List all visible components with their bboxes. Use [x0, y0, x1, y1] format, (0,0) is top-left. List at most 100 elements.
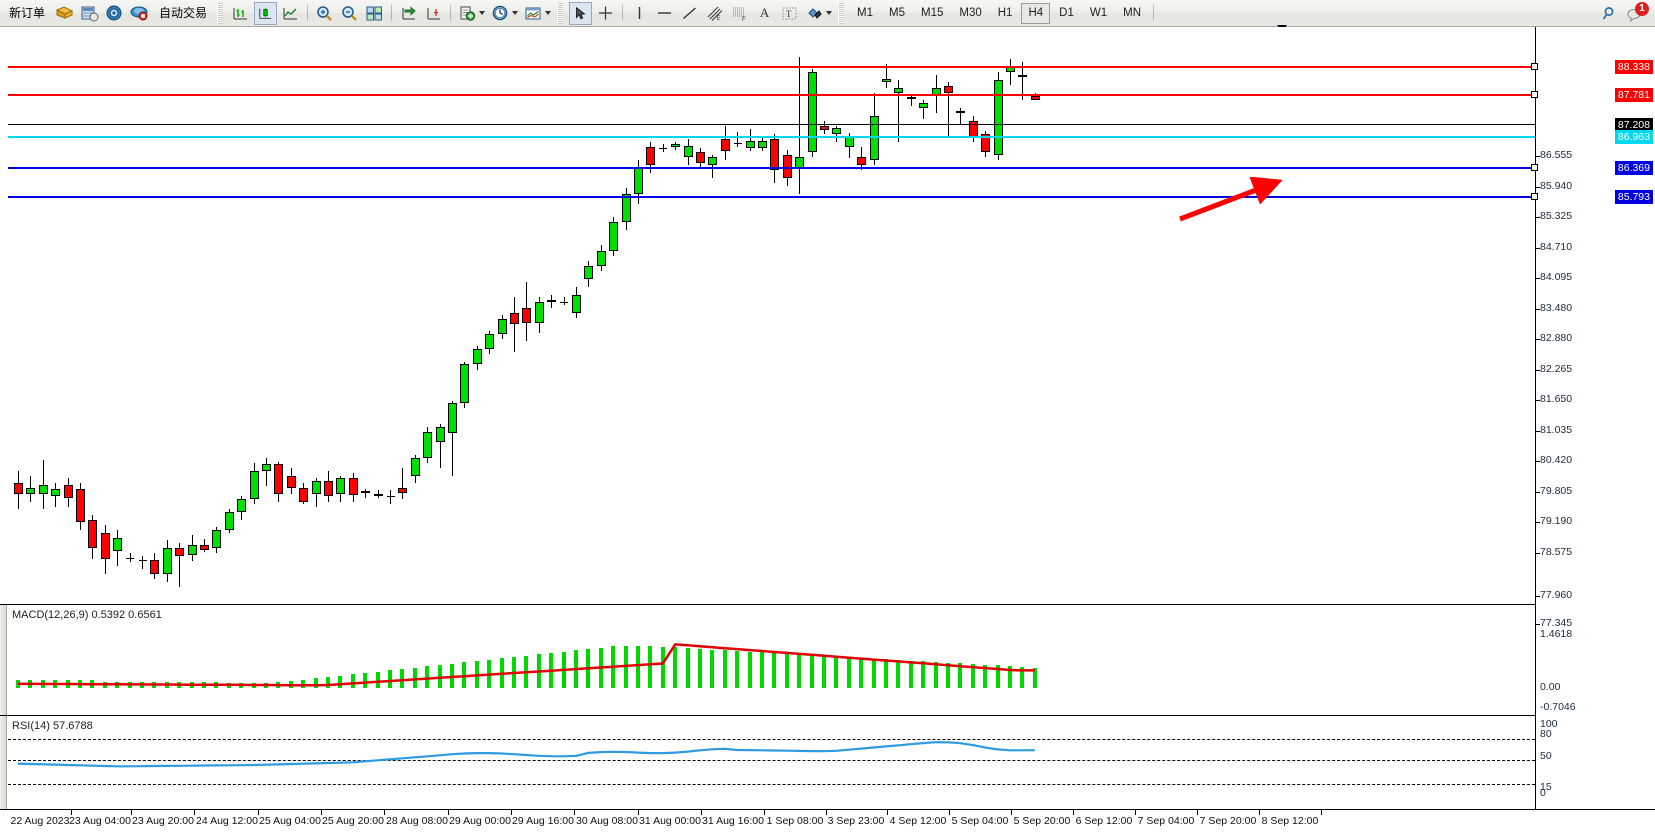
macd-histogram-bar: [412, 667, 417, 688]
text-label-icon[interactable]: T: [778, 2, 801, 25]
bar-chart-icon[interactable]: [229, 2, 252, 25]
macd-histogram-bar: [1020, 666, 1025, 688]
price-scale[interactable]: 86.555 85.940 85.325 84.710 84.095 83.480 82.8…: [1535, 27, 1655, 809]
macd-histogram-bar: [698, 648, 702, 688]
new-order-label: 新订单: [9, 5, 46, 20]
time-axis[interactable]: 22 Aug 2023 23 Aug 04:00 23 Aug 20:00 24 Au…: [0, 809, 1655, 834]
timeframe-h1[interactable]: H1: [997, 6, 1013, 19]
timeframe-m30[interactable]: M30: [959, 6, 982, 19]
candle-body: [609, 222, 619, 251]
resistance-88338-line[interactable]: [8, 63, 1538, 70]
rsi-pane[interactable]: RSI(14) 57.6788: [0, 715, 1655, 809]
macd-histogram-bar: [908, 660, 913, 688]
candle-body: [547, 299, 557, 303]
candle-body: [448, 403, 457, 433]
rsi-left-gutter: [0, 716, 7, 809]
autotrading-icon[interactable]: [128, 2, 151, 25]
macd-histogram-bar: [822, 655, 826, 688]
candlestick-chart-icon[interactable]: [254, 1, 278, 25]
toolbar-grip-1[interactable]: [217, 2, 224, 24]
zoom-in-icon[interactable]: [313, 2, 336, 25]
cursor-icon[interactable]: [569, 1, 593, 25]
shapes-icon[interactable]: [803, 2, 834, 25]
resistance-87781-line[interactable]: [8, 91, 1538, 98]
price-plot-area[interactable]: [8, 27, 1535, 631]
autotrading-button[interactable]: 自动交易: [153, 2, 213, 25]
shapes-chevron-down-icon[interactable]: [826, 11, 833, 15]
search-icon[interactable]: [1599, 2, 1622, 25]
period-icon[interactable]: [489, 2, 520, 25]
new-order-button[interactable]: 新订单: [3, 2, 51, 25]
shift-chart-icon[interactable]: [397, 2, 420, 25]
auto-scroll-icon[interactable]: [422, 2, 445, 25]
indicators-chevron-down-icon[interactable]: [479, 11, 486, 15]
horizontal-line-icon[interactable]: [653, 2, 676, 25]
timeframe-h4[interactable]: H4: [1021, 2, 1051, 24]
macd-plot-area[interactable]: [8, 605, 1535, 714]
trendline-icon[interactable]: [678, 2, 701, 25]
price-tick-86.555: 86.555: [1540, 149, 1573, 161]
resistance-88338-handle[interactable]: [1531, 63, 1538, 70]
toolbar-right-group: 1: [1598, 1, 1655, 25]
macd-histogram-bar: [784, 653, 789, 688]
zoom-out-icon[interactable]: [338, 2, 361, 25]
macd-histogram-bar: [995, 665, 1000, 688]
rsi-plot-area[interactable]: [8, 716, 1535, 809]
network-icon[interactable]: [103, 2, 126, 25]
templates-icon[interactable]: [522, 2, 553, 25]
macd-histogram-bar: [834, 656, 839, 688]
support-85793-handle[interactable]: [1531, 193, 1538, 200]
rsi-tick-80: 80: [1540, 728, 1552, 740]
macd-left-gutter: [0, 605, 7, 714]
line-chart-icon[interactable]: [279, 2, 302, 25]
candle-body: [14, 483, 23, 494]
crosshair-icon[interactable]: [594, 2, 617, 25]
timeframe-d1[interactable]: D1: [1059, 6, 1074, 19]
text-icon[interactable]: A: [759, 5, 770, 20]
templates-chevron-down-icon[interactable]: [545, 11, 552, 15]
vertical-line-icon[interactable]: [628, 2, 651, 25]
time-axis-separator: [194, 810, 195, 815]
tile-windows-icon[interactable]: [363, 2, 386, 25]
expert-advisors-icon[interactable]: [53, 2, 76, 25]
period-chevron-down-icon[interactable]: [512, 11, 519, 15]
macd-histogram-bar: [400, 668, 405, 688]
resistance-87781-handle[interactable]: [1531, 91, 1538, 98]
chart-container[interactable]: USOil-,H4 87.295 87.340 87.208 87.208 MA…: [0, 25, 1655, 836]
candle-body: [596, 250, 606, 267]
support-86369-handle[interactable]: [1531, 164, 1538, 171]
candle-body: [894, 87, 904, 93]
candle-body: [882, 78, 891, 83]
timeframe-w1[interactable]: W1: [1089, 6, 1108, 19]
current-price-87208-line[interactable]: [8, 124, 1535, 125]
macd-histogram-bar: [797, 654, 802, 688]
toolbar-grip-2[interactable]: [557, 2, 564, 24]
candle-body: [410, 457, 420, 476]
timeframe-mn[interactable]: MN: [1123, 6, 1141, 19]
candle-body: [820, 126, 829, 131]
fibonacci-icon[interactable]: F: [728, 2, 751, 25]
macd-label: MACD(12,26,9) 0.5392 0.6561: [12, 609, 162, 621]
macd-histogram-bar: [437, 664, 442, 688]
alerts-icon[interactable]: 1: [1624, 1, 1649, 25]
toolbar-grip-3[interactable]: [838, 2, 845, 24]
support-85793-line[interactable]: [8, 193, 1538, 200]
timeframe-m1[interactable]: M1: [857, 6, 874, 19]
price-tick-85.325: 85.325: [1540, 210, 1573, 222]
toolbar-separator-1: [307, 3, 309, 23]
data-window-icon[interactable]: [78, 2, 101, 25]
timeframe-m5[interactable]: M5: [889, 6, 905, 19]
time-label-13: 3 Sep 23:00: [827, 815, 885, 827]
timeframe-m15[interactable]: M15: [921, 6, 944, 19]
indicators-icon[interactable]: [456, 2, 487, 25]
candle-body: [621, 193, 631, 223]
macd-pane[interactable]: MACD(12,26,9) 0.5392 0.6561: [0, 604, 1655, 714]
equidistant-channel-icon[interactable]: E: [703, 2, 726, 25]
bid-line-86963-line[interactable]: [8, 136, 1535, 138]
price-pane[interactable]: [0, 27, 1655, 631]
candle-body: [1030, 95, 1040, 101]
support-86369-line[interactable]: [8, 164, 1538, 171]
trend-arrow[interactable]: [1172, 177, 1282, 227]
candle-body: [274, 463, 284, 494]
candle-wick: [1022, 61, 1024, 101]
